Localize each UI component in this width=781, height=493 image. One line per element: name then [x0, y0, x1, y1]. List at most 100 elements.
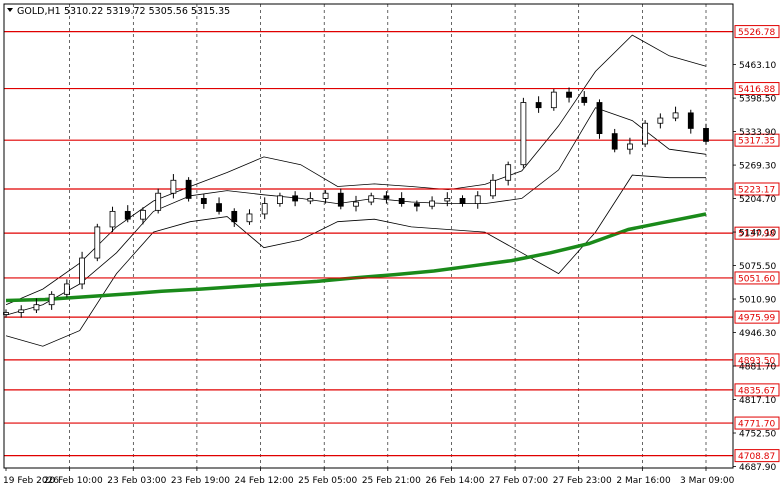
y-tick-label: 4946.30	[739, 329, 776, 339]
candle-body	[63, 283, 70, 295]
candle-body	[383, 195, 390, 199]
candle-body	[413, 203, 420, 207]
y-tick-label: 4881.70	[739, 363, 776, 373]
level-label-box	[734, 383, 780, 397]
candle	[337, 188, 344, 210]
candle	[566, 87, 572, 103]
candle-body	[429, 200, 435, 207]
candle-body	[368, 195, 375, 203]
y-tick-label: 5010.90	[739, 296, 776, 306]
candle	[429, 196, 435, 210]
y-tick-label: 5204.70	[739, 195, 776, 205]
candle	[596, 99, 603, 139]
y-tick-label: 4752.50	[739, 430, 776, 440]
candle	[79, 251, 85, 290]
candle-body	[48, 293, 55, 306]
candle	[520, 97, 527, 168]
axes: 5463.10 5398.50 5333.90 5269.30 5204.70 5140.…	[3, 3, 776, 486]
x-tick-label: 27 Feb 23:00	[553, 476, 612, 486]
candle-body	[292, 195, 299, 202]
candle-body	[170, 179, 177, 194]
x-tick-label: 27 Feb 07:00	[489, 476, 548, 486]
x-tick-label: 2 Mar 16:00	[616, 476, 671, 486]
y-tick-label: 5463.10	[739, 61, 776, 71]
candle-body	[277, 195, 283, 204]
candle-body	[535, 102, 542, 109]
candle	[33, 298, 40, 313]
level-label-box	[734, 310, 780, 324]
level-label-text: 5223.17	[738, 185, 775, 195]
candle	[322, 190, 329, 204]
candle	[490, 174, 496, 199]
x-tick-label: 24 Feb 12:00	[235, 476, 294, 486]
candle	[627, 137, 633, 155]
candle	[550, 89, 557, 111]
candle-body	[657, 117, 664, 124]
candle-body	[94, 226, 101, 259]
chart-header: GOLD,H1 5310.22 5319.72 5305.56 5315.35	[7, 6, 230, 17]
level-lines: 5526.78 5416.88 5317.35 5223.17 5137.98 5051.…	[4, 25, 780, 463]
candle	[687, 109, 694, 134]
level-label-text: 4771.70	[738, 420, 775, 430]
candle	[505, 161, 512, 186]
candle-body	[459, 198, 466, 204]
grid	[69, 4, 707, 468]
ohlc-values: 5310.22 5319.72 5305.56 5315.35	[64, 6, 230, 17]
y-tick-label: 5269.30	[739, 162, 776, 172]
candle-body	[566, 91, 572, 98]
candle	[383, 191, 390, 204]
candle-body	[505, 164, 512, 181]
candle	[155, 188, 162, 214]
candle	[63, 279, 70, 298]
candle	[672, 106, 679, 122]
candle-body	[642, 122, 649, 145]
candle	[444, 192, 451, 207]
y-tick-label: 4817.10	[739, 396, 776, 406]
x-tick-label: 3 Mar 09:00	[680, 476, 735, 486]
symbol-dropdown-icon[interactable]	[7, 8, 13, 12]
candle-body	[337, 192, 344, 207]
level-label-box	[734, 182, 780, 196]
candle	[216, 197, 222, 215]
candle-body	[231, 210, 238, 223]
level-price-label: 5051.60	[734, 271, 780, 285]
candle-body	[490, 179, 496, 197]
level-label-text: 4893.50	[738, 356, 775, 366]
candle	[353, 195, 359, 212]
level-label-text: 5416.88	[738, 85, 775, 95]
candle	[657, 113, 664, 129]
candle-body	[200, 198, 207, 204]
candle-body	[687, 112, 694, 129]
bollinger-upper	[5, 34, 707, 306]
candle-body	[322, 192, 329, 199]
y-tick-label: 5333.90	[739, 128, 776, 138]
candle-body	[109, 210, 116, 228]
candle-body	[33, 304, 40, 311]
level-label-box	[734, 133, 780, 147]
candle	[231, 208, 238, 227]
candle-body	[140, 209, 146, 220]
candle	[459, 195, 466, 207]
candle-body	[216, 203, 222, 212]
candle	[292, 191, 299, 207]
level-price-label: 4771.70	[734, 416, 780, 430]
candle	[109, 206, 116, 233]
level-label-box	[734, 271, 780, 285]
candle-body	[398, 198, 405, 204]
level-price-label: 4975.99	[734, 310, 780, 324]
candle-body	[550, 91, 557, 109]
level-label-text: 4975.99	[738, 314, 775, 324]
level-label-box	[734, 449, 780, 463]
symbol-label[interactable]: GOLD,H1	[17, 6, 61, 17]
y-tick-label: 5398.50	[739, 95, 776, 105]
level-price-label: 4893.50	[734, 353, 780, 367]
candle	[413, 200, 420, 212]
candle-body	[246, 213, 253, 223]
candle	[185, 177, 192, 202]
level-price-label: 5137.98	[734, 226, 780, 240]
level-label-box	[734, 82, 780, 96]
candle-body	[307, 198, 314, 202]
candle	[246, 209, 253, 225]
candle	[581, 91, 588, 106]
